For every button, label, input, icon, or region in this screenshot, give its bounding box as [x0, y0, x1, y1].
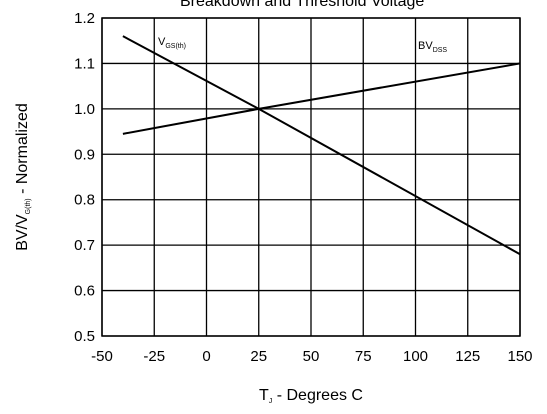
grid — [101, 17, 521, 337]
x-tick-label: 25 — [250, 348, 267, 365]
x-axis-title: TJ - Degrees C — [259, 387, 363, 405]
y-tick-label: 1.2 — [74, 10, 95, 27]
y-tick-label: 0.8 — [74, 192, 95, 209]
series-label-bvdss: BVDSS — [418, 40, 447, 54]
series-label-vgs-main: V — [158, 36, 166, 48]
x-tick-label: 75 — [355, 348, 372, 365]
y-tick-label: 0.7 — [74, 237, 95, 254]
x-tick-label: 50 — [303, 348, 320, 365]
x-tick-label: 150 — [507, 348, 532, 365]
x-tick-label: -50 — [91, 348, 113, 365]
x-axis-title-sub: J — [269, 398, 273, 405]
y-axis-title-sub: G(th) — [25, 198, 32, 214]
series-label-bvdss-sub: DSS — [433, 47, 448, 54]
x-tick-labels: -50 -25 0 25 50 75 100 125 150 — [91, 348, 532, 365]
y-axis-title: BV/VG(th) - Normalized — [14, 103, 32, 251]
y-axis-title-rest: - Normalized — [14, 103, 31, 198]
y-tick-label: 1.0 — [74, 101, 95, 118]
y-tick-label: 0.9 — [74, 146, 95, 163]
y-tick-label: 1.1 — [74, 55, 95, 72]
y-tick-label: 0.6 — [74, 283, 95, 300]
x-axis-title-main: T — [259, 387, 269, 404]
chart-title: Breakdown and Threshold Voltage — [180, 0, 424, 10]
series-label-vgs: VGS(th) — [158, 36, 186, 50]
y-tick-label: 0.5 — [74, 328, 95, 345]
x-axis-title-rest: - Degrees C — [272, 387, 363, 404]
series-label-vgs-sub: GS(th) — [165, 43, 186, 50]
series-label-bvdss-main: BV — [418, 40, 433, 52]
series-lines — [122, 35, 521, 256]
series-line-vgs-th — [122, 35, 521, 256]
x-tick-label: 0 — [202, 348, 210, 365]
y-axis-title-pre: BV/V — [14, 214, 31, 251]
series-line-bv-dss — [122, 62, 521, 135]
x-tick-label: -25 — [143, 348, 165, 365]
y-tick-labels: 0.5 0.6 0.7 0.8 0.9 1.0 1.1 1.2 — [74, 10, 95, 345]
plot-frame — [101, 17, 521, 337]
x-tick-label: 125 — [455, 348, 480, 365]
x-tick-label: 100 — [403, 348, 428, 365]
